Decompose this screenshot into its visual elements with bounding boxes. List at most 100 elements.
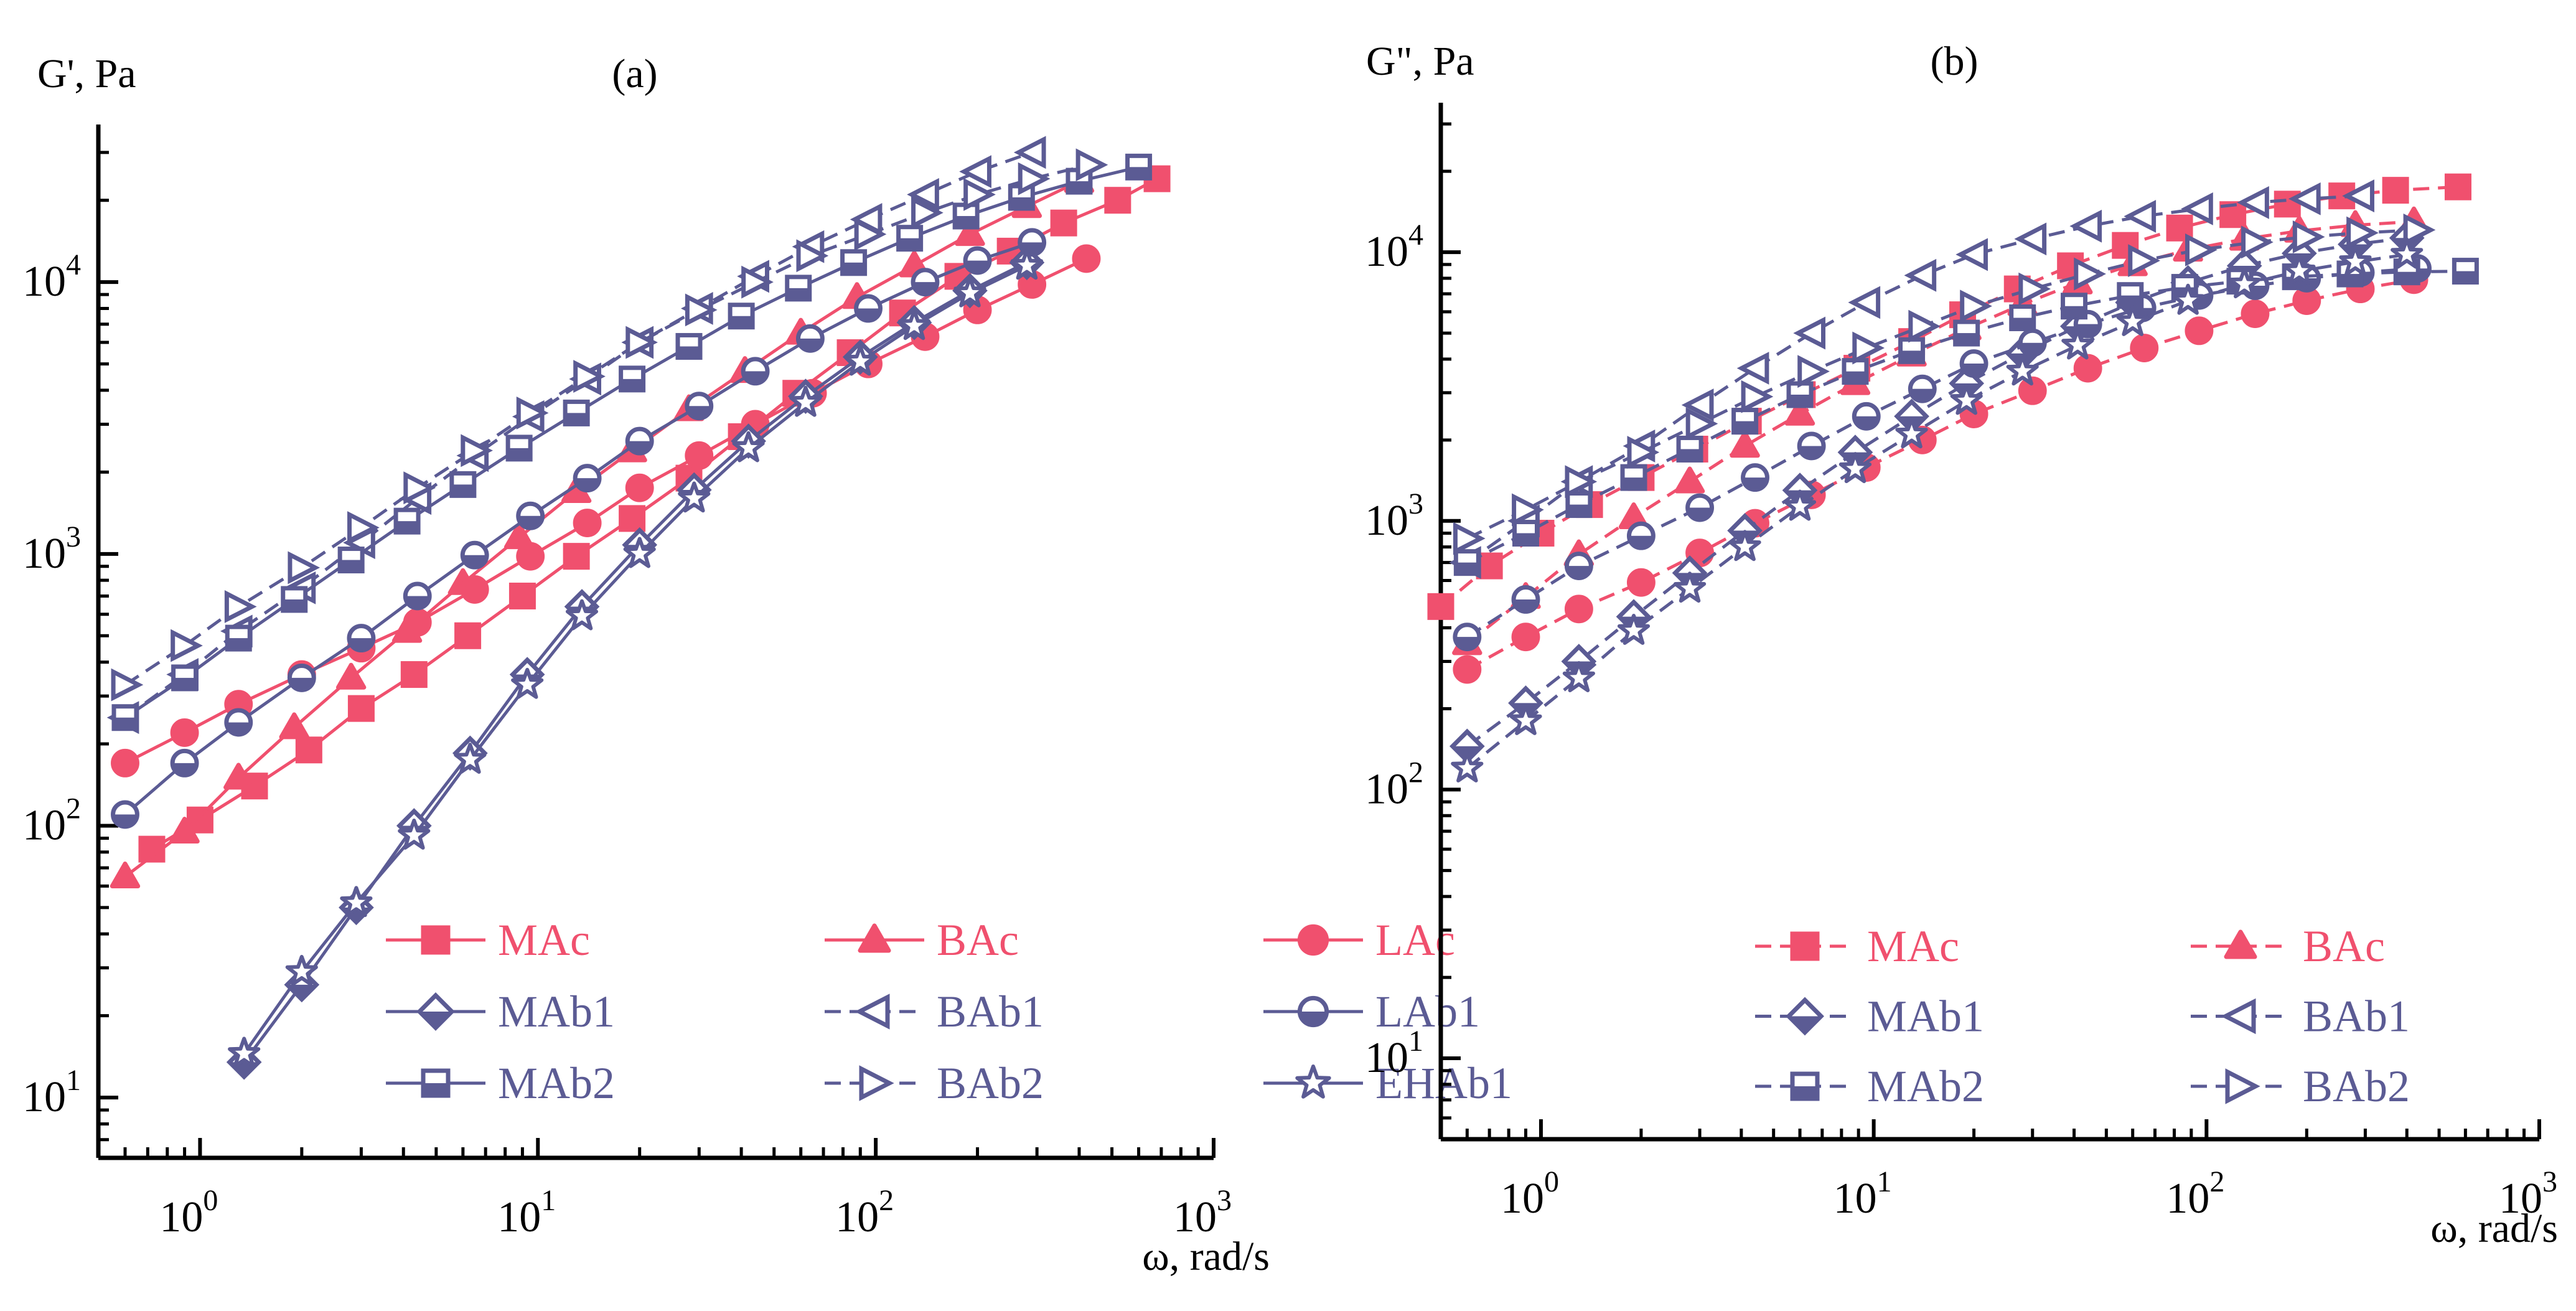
- panel-a-point-bab2: [111, 668, 144, 702]
- panel-b-point-mab2-fill: [2396, 271, 2419, 283]
- panel-a-point-mab2-fill: [565, 413, 588, 425]
- panel-a-point-mac: [1050, 209, 1077, 237]
- panel-a-point-bab2: [963, 178, 996, 211]
- panel-b-point-lac-shape: [2073, 354, 2102, 383]
- panel-a-legend-item-bac: BAc: [825, 915, 1019, 965]
- panel-a-point-bac: [335, 662, 367, 690]
- panel-b-point-bab2: [2241, 225, 2274, 259]
- panel-b-point-bab2: [2292, 220, 2325, 253]
- panel-b-point-mab2: [1565, 491, 1593, 519]
- panel-a-point-mab2: [225, 624, 252, 652]
- panel-a-point-mac: [508, 582, 536, 609]
- panel-b-point-lab1-fill: [1454, 637, 1479, 649]
- panel-b-point-bab2: [2018, 272, 2051, 306]
- panel-b-point-mac: [2382, 177, 2409, 204]
- panel-b-series-ehab1: [1451, 237, 2424, 782]
- panel-b-point-bab2: [2128, 244, 2160, 278]
- panel-b-point-bab1: [2014, 222, 2047, 256]
- panel-a-point-bab2-shape: [911, 196, 944, 230]
- panel-a-legend-marker-fill: [419, 1012, 452, 1028]
- panel-b-legend-label: BAb1: [2303, 992, 2410, 1041]
- panel-a-point-mab2-fill: [678, 346, 701, 358]
- panel-a-point-mab2: [785, 275, 812, 302]
- panel-b-legend-marker-shape: [1790, 931, 1820, 961]
- panel-b-point-mac: [2444, 173, 2471, 200]
- panel-b-point-mac: [2219, 201, 2247, 228]
- panel-b-point-mab2: [2117, 282, 2144, 309]
- panel-a-point-mab2-fill: [955, 216, 978, 228]
- panel-a-point-lab1-fill: [913, 282, 937, 294]
- panel-a-point-ehab1-shape: [565, 599, 599, 631]
- panel-a-point-lab1-fill: [113, 814, 138, 827]
- panel-a-x-tick-base: 10: [497, 1193, 541, 1241]
- panel-b-x-tick-base: 10: [2499, 1175, 2542, 1223]
- panel-a-legend-marker-fill: [1300, 1012, 1327, 1025]
- panel-b-point-mab2-fill: [1456, 562, 1479, 574]
- panel-b-point-mab2-fill: [2063, 306, 2086, 317]
- panel-b-point-ehab1: [1673, 571, 1707, 603]
- panel-b-point-bab2-shape: [1797, 355, 1830, 388]
- panel-a-point-bab2-shape: [403, 471, 436, 505]
- panel-b-point-lab1: [1797, 431, 1826, 461]
- panel-b-point-mab2: [2061, 293, 2088, 320]
- panel-b-point-bab2-shape: [2292, 220, 2325, 253]
- panel-b-point-ehab1: [2061, 328, 2094, 360]
- panel-a-point-mab2-fill: [730, 316, 753, 327]
- panel-a-point-bac-shape: [955, 219, 985, 247]
- panel-a-point-mac-shape: [1104, 187, 1131, 214]
- panel-a-point-lab1: [460, 540, 489, 570]
- panel-b-legend-marker-fill: [1792, 1086, 1817, 1099]
- panel-a-point-mab2: [449, 471, 477, 498]
- panel-b-legend-item-mac: MAc: [1755, 921, 1959, 971]
- panel-a-point-ehab1: [1010, 248, 1043, 280]
- panel-b-panel-label: (b): [1931, 39, 1979, 84]
- panel-b-point-lac-shape: [1453, 655, 1482, 684]
- panel-a-point-ehab1-shape: [623, 537, 656, 568]
- panel-a-point-mab2-fill: [842, 262, 865, 274]
- panel-a-legend-marker-shape: [1297, 924, 1329, 956]
- panel-b-point-mab2-fill: [2119, 295, 2142, 307]
- panel-b-point-mac: [1476, 552, 1503, 580]
- panel-b-point-ehab1: [1950, 383, 1983, 415]
- panel-a-point-ehab1-shape: [511, 667, 544, 699]
- panel-b-point-mab2: [1898, 337, 1926, 364]
- panel-b-series-lac: [1453, 265, 2428, 684]
- panel-b-point-bab1: [2181, 192, 2213, 225]
- panel-b-point-bac: [1784, 398, 1815, 426]
- panel-a-point-mab2-fill: [227, 638, 250, 650]
- panel-a-point-mac-shape: [400, 661, 428, 688]
- panel-b-legend-item-bab1: BAb1: [2191, 992, 2410, 1041]
- panel-a-x-axis-label: ω, rad/s: [1142, 1234, 1270, 1279]
- panel-b-point-mab2-fill: [1567, 504, 1590, 516]
- panel-b-point-mab2-fill: [2338, 274, 2361, 286]
- panel-a-point-bab2: [516, 396, 549, 430]
- panel-b-point-bab2: [1685, 407, 1718, 441]
- panel-a-y-tick-label: 104: [22, 248, 81, 306]
- panel-b-point-bab2-shape: [1685, 407, 1718, 441]
- panel-b-point-mab2: [1676, 435, 1703, 463]
- panel-a-point-lab1-fill: [349, 638, 373, 651]
- panel-a-point-lab1: [224, 708, 253, 737]
- panel-a-point-mac: [295, 736, 322, 764]
- panel-b-point-bab2-shape: [2018, 272, 2051, 306]
- panel-a-point-mac: [1104, 187, 1131, 214]
- panel-b-point-mab2-fill: [1843, 371, 1866, 383]
- panel-a-point-bab2-shape: [288, 551, 321, 585]
- panel-a-point-lab1-fill: [172, 763, 197, 776]
- panel-a-point-bab2: [741, 265, 774, 299]
- panel-a-point-lab1-fill: [686, 406, 711, 418]
- panel-b-point-ehab1: [2228, 267, 2261, 299]
- panel-a-point-lab1: [1018, 228, 1047, 257]
- panel-b-point-mab2-fill: [1679, 449, 1702, 461]
- panel-b-point-lab1-fill: [1962, 364, 1987, 376]
- panel-b-point-bab2: [1797, 355, 1830, 388]
- panel-b-point-bab1-shape: [1681, 388, 1714, 421]
- panel-b-legend-marker-shape: [2221, 998, 2256, 1035]
- panel-b-point-ehab1-shape: [2283, 254, 2316, 286]
- panel-a-point-bab2-shape: [1075, 148, 1108, 182]
- panel-a-legend-item-mac: MAc: [386, 915, 590, 965]
- panel-a-point-bab2: [573, 360, 606, 393]
- panel-a-legend-label: MAb2: [498, 1058, 615, 1108]
- panel-b-point-lac-shape: [2241, 299, 2270, 328]
- panel-a-point-mac: [347, 695, 375, 722]
